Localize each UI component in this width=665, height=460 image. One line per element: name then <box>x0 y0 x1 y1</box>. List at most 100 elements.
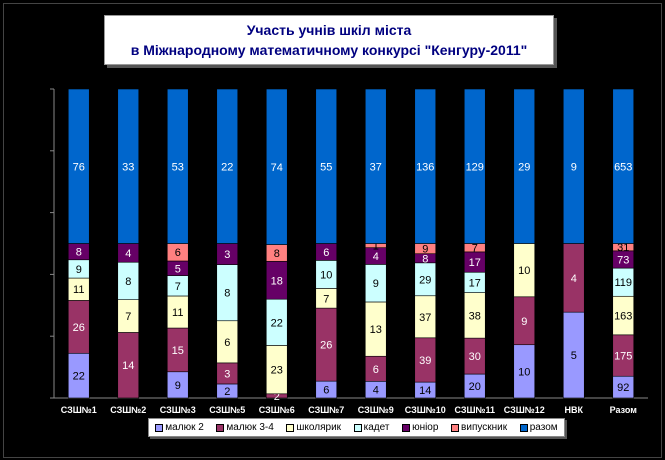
data-label: 4 <box>571 273 577 285</box>
x-tick-label: СЗШ№6 <box>259 405 295 415</box>
data-label: 5 <box>175 263 181 275</box>
bars: 2226119876147843391511756532368322223221… <box>67 88 635 403</box>
x-axis-labels: СЗШ№1 СЗШ№2 СЗШ№3 СЗШ№5 СЗШ№6 СЗШ№7 СЗШ№9 СЗШ№1… <box>61 405 638 415</box>
x-tick-label: СЗШ№1 <box>61 405 97 415</box>
data-label: 3 <box>224 368 230 380</box>
data-label: 26 <box>320 340 332 352</box>
data-label: 8 <box>125 276 131 288</box>
bar-segment <box>513 88 536 244</box>
legend-swatch <box>216 423 225 432</box>
data-label: 6 <box>175 247 181 259</box>
legend-swatch <box>353 423 362 432</box>
data-label: 31 <box>617 242 629 254</box>
data-label: 9 <box>571 161 577 173</box>
data-label: 8 <box>274 248 280 260</box>
legend-item: школярик <box>286 422 341 433</box>
data-label: 22 <box>271 317 283 329</box>
data-label: 37 <box>370 161 382 173</box>
data-label: 9 <box>175 380 181 392</box>
data-label: 74 <box>271 162 283 174</box>
data-label: 15 <box>172 345 184 357</box>
axes <box>50 88 648 399</box>
x-tick-label: СЗШ№5 <box>209 405 245 415</box>
data-label: 6 <box>323 247 329 259</box>
data-label: 7 <box>472 243 478 255</box>
legend-label: разом <box>529 422 558 433</box>
data-label: 39 <box>419 355 431 367</box>
legend-label: кадет <box>363 422 390 433</box>
legend-item: юніор <box>402 422 438 433</box>
legend-item: малюк 3-4 <box>216 422 274 433</box>
data-label: 7 <box>175 281 181 293</box>
data-label: 7 <box>125 311 131 323</box>
bar-segment <box>166 88 189 244</box>
data-label: 22 <box>221 161 233 173</box>
data-label: 55 <box>320 161 332 173</box>
bar-segment <box>463 88 486 244</box>
data-label: 18 <box>271 275 283 287</box>
x-tick-label: СЗШ№7 <box>308 405 344 415</box>
data-label: 4 <box>125 248 131 260</box>
bar-segment <box>562 88 585 244</box>
data-label: 1 <box>373 241 379 253</box>
data-label: 3 <box>224 249 230 261</box>
data-label: 4 <box>373 385 379 397</box>
data-label: 6 <box>373 364 379 376</box>
legend-item: випускник <box>451 422 507 433</box>
data-label: 9 <box>76 264 82 276</box>
x-tick-label: СЗШ№12 <box>504 405 545 415</box>
data-label: 11 <box>73 284 84 296</box>
x-tick-label: СЗШ№9 <box>358 405 394 415</box>
data-label: 29 <box>419 274 431 286</box>
data-label: 29 <box>518 161 530 173</box>
legend-item: кадет <box>353 422 390 433</box>
data-label: 30 <box>469 351 481 363</box>
data-label: 11 <box>172 307 183 319</box>
data-label: 2 <box>274 391 280 403</box>
legend-swatch <box>155 423 164 432</box>
data-label: 38 <box>469 310 481 322</box>
bar-segment <box>67 88 90 244</box>
bar-segment <box>364 88 387 244</box>
x-tick-label: СЗШ№3 <box>160 405 196 415</box>
legend-swatch <box>519 423 528 432</box>
data-label: 4 <box>373 251 379 263</box>
data-label: 5 <box>571 350 577 362</box>
data-label: 9 <box>422 244 428 256</box>
data-label: 653 <box>614 161 632 173</box>
x-tick-label: СЗШ№11 <box>454 405 495 415</box>
x-tick-label: СЗШ№2 <box>110 405 146 415</box>
data-label: 17 <box>469 277 481 289</box>
data-label: 26 <box>73 322 85 334</box>
legend-swatch <box>402 423 411 432</box>
bar-segment <box>315 88 338 244</box>
bar-segment <box>117 88 140 244</box>
bar-segment <box>265 88 288 245</box>
data-label: 9 <box>521 316 527 328</box>
data-label: 119 <box>614 277 632 289</box>
chart-title-line2: в Міжнародному математичному конкурсі "К… <box>130 42 528 58</box>
data-label: 8 <box>224 288 230 300</box>
data-label: 23 <box>271 365 283 377</box>
bar-segment <box>612 88 635 244</box>
chart-title-line1: Участь учнів шкіл міста <box>246 22 412 38</box>
data-label: 20 <box>469 381 481 393</box>
data-label: 53 <box>172 161 184 173</box>
data-label: 6 <box>323 385 329 397</box>
data-label: 33 <box>122 161 134 173</box>
bar-segment <box>414 88 437 244</box>
data-label: 136 <box>416 161 434 173</box>
data-label: 8 <box>76 247 82 259</box>
data-label: 14 <box>122 360 134 372</box>
data-label: 2 <box>224 386 230 398</box>
data-label: 14 <box>419 385 431 397</box>
data-label: 10 <box>320 269 332 281</box>
data-label: 73 <box>617 254 629 266</box>
x-tick-label: НВК <box>565 405 584 415</box>
legend-item: малюк 2 <box>155 422 204 433</box>
data-label: 10 <box>518 265 530 277</box>
legend-swatch <box>286 423 295 432</box>
legend-label: малюк 2 <box>165 422 204 433</box>
data-label: 92 <box>617 382 629 394</box>
